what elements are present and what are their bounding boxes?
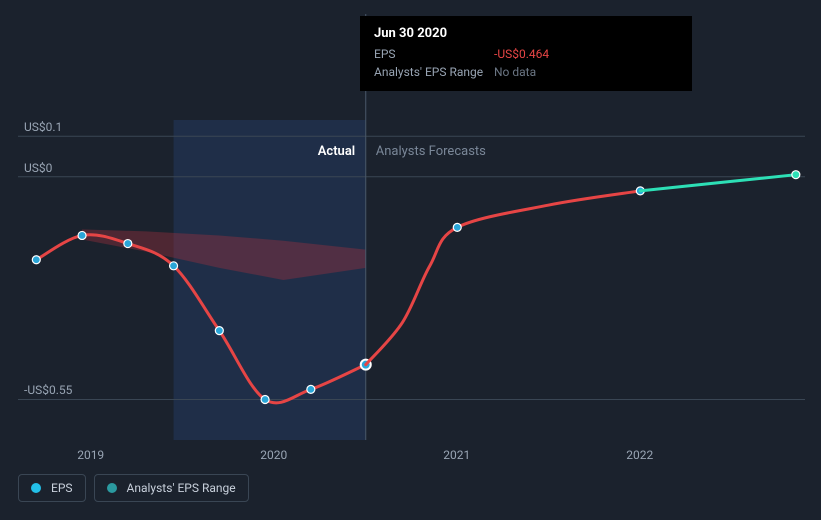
tooltip-value: -US$0.464 [494,47,549,61]
section-label-actual: Actual [318,144,355,159]
x-axis-label: 2021 [443,448,470,462]
y-axis-label: US$0 [24,161,52,175]
legend-label: Analysts' EPS Range [127,481,236,495]
tooltip-label: Analysts' EPS Range [374,65,494,79]
x-axis-label: 2020 [260,448,287,462]
x-axis-label: 2019 [77,448,104,462]
legend-swatch [31,483,41,493]
x-axis-label: 2022 [626,448,653,462]
tooltip-row: Analysts' EPS Range No data [374,63,678,81]
y-axis-label: US$0.1 [24,120,62,134]
tooltip-row: EPS -US$0.464 [374,45,678,63]
tooltip-date: Jun 30 2020 [374,26,678,41]
tooltip-label: EPS [374,47,494,61]
legend-item-range[interactable]: Analysts' EPS Range [94,474,249,502]
tooltip-value: No data [494,65,536,79]
legend-swatch [107,483,117,493]
legend-item-eps[interactable]: EPS [18,474,86,502]
legend-label: EPS [51,481,73,495]
y-axis-label: -US$0.55 [24,383,72,397]
legend: EPS Analysts' EPS Range [18,474,249,502]
section-label-forecast: Analysts Forecasts [376,144,486,159]
chart-tooltip: Jun 30 2020 EPS -US$0.464 Analysts' EPS … [360,16,692,91]
